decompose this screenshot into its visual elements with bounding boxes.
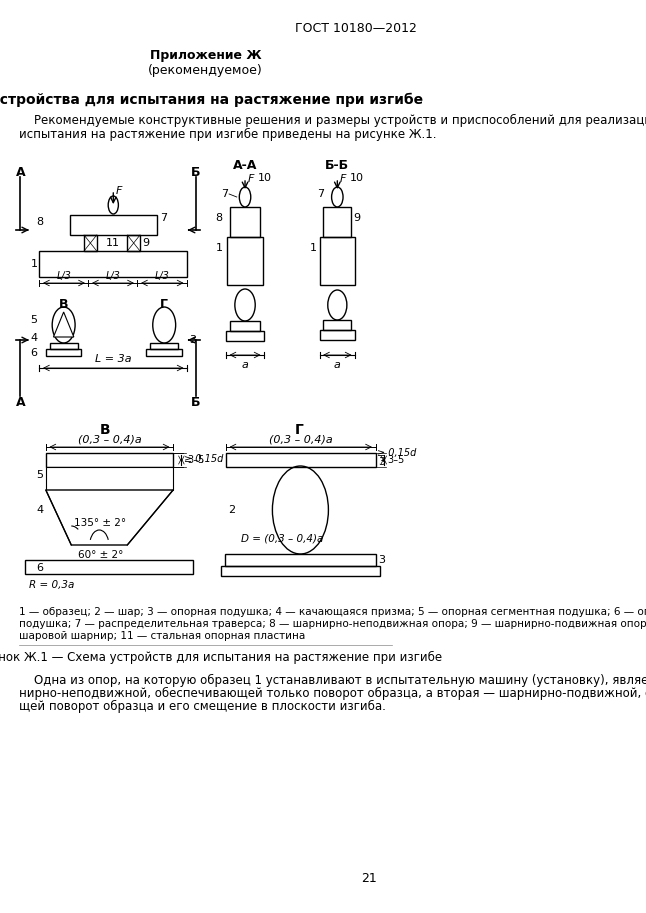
Text: шаровой шарнир; 11 — стальная опорная пластина: шаровой шарнир; 11 — стальная опорная пл…: [19, 631, 306, 641]
Text: 5: 5: [30, 315, 37, 325]
Text: (0,3 – 0,4)a: (0,3 – 0,4)a: [78, 434, 141, 444]
Bar: [221, 566, 380, 576]
Text: F: F: [247, 174, 254, 184]
Text: 1: 1: [30, 259, 37, 269]
Bar: [39, 251, 187, 277]
Bar: [147, 349, 182, 356]
Text: Приложение Ж: Приложение Ж: [150, 48, 262, 61]
Text: Г: Г: [295, 423, 304, 437]
Bar: [320, 237, 355, 285]
Bar: [323, 207, 351, 237]
Text: (0,3 – 0,4)a: (0,3 – 0,4)a: [269, 434, 333, 444]
Bar: [231, 207, 260, 237]
Bar: [70, 215, 156, 235]
Text: ГОСТ 10180—2012: ГОСТ 10180—2012: [295, 22, 417, 35]
Text: 4: 4: [30, 333, 37, 343]
Text: 6: 6: [36, 563, 43, 573]
Text: R = 0,3a: R = 0,3a: [28, 580, 74, 590]
Polygon shape: [54, 312, 74, 337]
Text: L = 3a: L = 3a: [95, 354, 132, 364]
Bar: [25, 560, 194, 574]
Bar: [46, 453, 173, 467]
Text: Б: Б: [191, 395, 201, 408]
Text: L/3: L/3: [155, 271, 170, 281]
Text: 1: 1: [216, 243, 223, 253]
Text: 2: 2: [229, 505, 236, 515]
Text: А: А: [16, 395, 25, 408]
Bar: [225, 554, 376, 566]
Text: А: А: [16, 165, 25, 179]
Text: 3–5: 3–5: [187, 455, 204, 465]
Text: Б: Б: [191, 165, 201, 179]
Text: 1 — образец; 2 — шар; 3 — опорная подушка; 4 — качающаяся призма; 5 — опорная се: 1 — образец; 2 — шар; 3 — опорная подушк…: [19, 607, 646, 617]
Bar: [231, 321, 260, 331]
Text: щей поворот образца и его смещение в плоскости изгиба.: щей поворот образца и его смещение в пло…: [19, 699, 386, 712]
Text: L/3: L/3: [105, 271, 120, 281]
Text: 3: 3: [378, 555, 385, 565]
Bar: [151, 343, 178, 349]
Text: 5: 5: [36, 470, 43, 480]
Text: ≥ 0,15d: ≥ 0,15d: [377, 448, 416, 458]
Text: 1: 1: [310, 243, 317, 253]
Text: F: F: [116, 186, 122, 196]
Bar: [226, 453, 375, 467]
Text: В: В: [59, 298, 68, 310]
Bar: [127, 235, 140, 251]
Text: подушка; 7 — распределительная траверса; 8 — шарнирно-неподвижная опора; 9 — шар: подушка; 7 — распределительная траверса;…: [19, 619, 646, 629]
Polygon shape: [46, 490, 173, 545]
Text: Рисунок Ж.1 — Схема устройств для испытания на растяжение при изгибе: Рисунок Ж.1 — Схема устройств для испыта…: [0, 650, 442, 664]
Text: Рекомендуемые конструктивные решения и размеры устройств и приспособлений для ре: Рекомендуемые конструктивные решения и р…: [19, 113, 646, 127]
Bar: [84, 235, 97, 251]
Text: 11: 11: [107, 238, 120, 248]
Text: Одна из опор, на которую образец 1 устанавливают в испытательную машину (установ: Одна из опор, на которую образец 1 устан…: [19, 674, 646, 687]
Text: 4: 4: [36, 505, 43, 515]
Bar: [227, 237, 263, 285]
Text: 9: 9: [353, 213, 360, 223]
Bar: [323, 320, 351, 330]
Text: 6: 6: [30, 348, 37, 358]
Text: Г: Г: [160, 298, 168, 310]
Text: a: a: [334, 360, 340, 370]
Bar: [320, 330, 355, 340]
Text: D = (0,3 – 0,4)a: D = (0,3 – 0,4)a: [240, 533, 323, 543]
Text: 21: 21: [361, 872, 377, 885]
Text: 10: 10: [350, 173, 364, 183]
Bar: [226, 331, 264, 341]
Text: А-А: А-А: [233, 159, 257, 172]
Text: ≥ 0,15d: ≥ 0,15d: [184, 454, 224, 464]
Text: 10: 10: [258, 173, 272, 183]
Text: 3–5: 3–5: [387, 455, 404, 465]
Text: Б-Б: Б-Б: [325, 159, 349, 172]
Bar: [50, 343, 78, 349]
Text: 3: 3: [378, 457, 385, 467]
Text: (рекомендуемое): (рекомендуемое): [148, 64, 263, 77]
Text: 7: 7: [160, 213, 167, 223]
Text: 8: 8: [36, 217, 43, 227]
Polygon shape: [46, 467, 173, 490]
Text: L/3: L/3: [57, 271, 72, 281]
Text: испытания на растяжение при изгибе приведены на рисунке Ж.1.: испытания на растяжение при изгибе приве…: [19, 128, 437, 141]
Text: нирно-неподвижной, обеспечивающей только поворот образца, а вторая — шарнирно-по: нирно-неподвижной, обеспечивающей только…: [19, 687, 646, 699]
Text: a: a: [242, 360, 249, 370]
Text: F: F: [340, 174, 346, 184]
Text: 9: 9: [143, 238, 150, 248]
Text: 8: 8: [216, 213, 223, 223]
Text: Устройства для испытания на растяжение при изгибе: Устройства для испытания на растяжение п…: [0, 93, 422, 107]
Text: 7: 7: [317, 189, 324, 199]
Bar: [46, 349, 81, 356]
Text: В: В: [99, 423, 110, 437]
Text: 135° ± 2°: 135° ± 2°: [74, 518, 126, 528]
Text: 7: 7: [221, 189, 228, 199]
Text: 3: 3: [190, 335, 196, 345]
Text: 60° ± 2°: 60° ± 2°: [78, 550, 123, 560]
